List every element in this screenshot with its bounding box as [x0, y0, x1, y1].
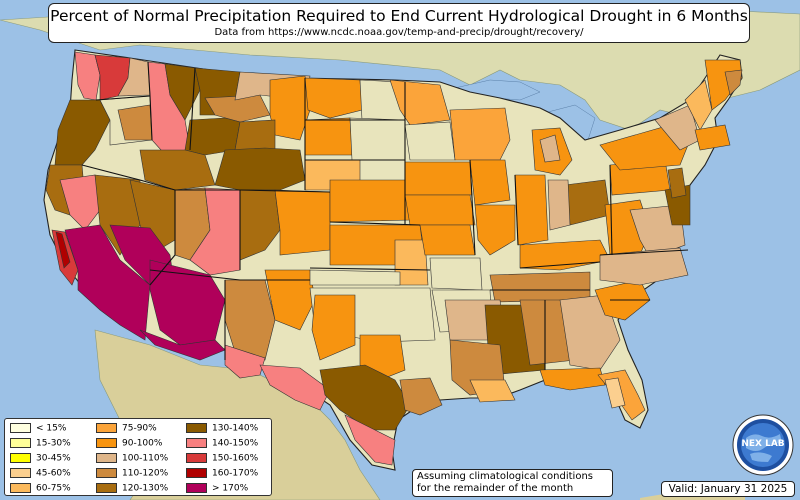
region-ma: [694, 124, 731, 151]
region-nd-west: [304, 77, 363, 119]
region-wa-east: [117, 57, 151, 97]
note-line-1: Assuming climatological conditions: [417, 471, 593, 482]
legend-label: 110-120%: [122, 468, 169, 479]
legend-item: 110-120%: [96, 467, 169, 480]
region-wi: [449, 107, 511, 161]
map-title-box: Percent of Normal Precipitation Required…: [48, 3, 750, 43]
region-mn-south: [404, 121, 456, 161]
region-in: [514, 174, 549, 246]
region-tx-pan: [311, 294, 356, 361]
map-subtitle: Data from https://www.ncdc.noaa.gov/temp…: [214, 27, 584, 38]
legend-swatch: [186, 482, 207, 493]
logo-text: NEX LAB: [741, 439, 784, 449]
legend-swatch: [10, 482, 31, 493]
legend-label: 140-150%: [212, 438, 259, 449]
region-mi-thumb: [539, 134, 561, 163]
note-line-2: for the remainder of the month: [417, 483, 574, 494]
legend-item: 30-45%: [10, 452, 71, 465]
region-mt-east: [269, 75, 311, 141]
legend-swatch: [186, 437, 207, 448]
assumption-note: Assuming climatological conditions for t…: [412, 469, 613, 497]
legend-swatch: [10, 437, 31, 448]
region-la-coast: [469, 379, 516, 403]
region-ia-south: [404, 194, 476, 226]
region-tn: [489, 271, 591, 303]
legend-item: 90-100%: [96, 437, 163, 450]
legend-swatch: [186, 452, 207, 463]
legend-item: 160-170%: [186, 467, 259, 480]
legend-item: 15-30%: [10, 437, 71, 450]
legend-item: 45-60%: [10, 467, 71, 480]
state-borders: [81, 61, 689, 370]
legend-label: 160-170%: [212, 468, 259, 479]
legend-label: 60-75%: [36, 483, 71, 494]
valid-date: Valid: January 31 2025: [661, 481, 795, 497]
region-wy-se: [214, 147, 306, 191]
legend-swatch: [186, 423, 207, 433]
legend-label: < 15%: [36, 423, 67, 434]
region-ks-east: [394, 239, 429, 286]
legend-swatch: [10, 452, 31, 463]
legend-item: 150-160%: [186, 452, 259, 465]
region-tx-east: [399, 377, 443, 416]
region-il-south: [474, 204, 516, 256]
legend-label: 120-130%: [122, 483, 169, 494]
region-tx-west: [259, 364, 331, 411]
legend-item: 130-140%: [186, 423, 258, 435]
region-id-south: [139, 149, 216, 191]
legend-item: > 170%: [186, 482, 249, 495]
region-me-east: [724, 69, 743, 96]
region-ne-east: [329, 179, 411, 223]
legend-item: 120-130%: [96, 482, 169, 495]
region-tx-cent: [319, 364, 411, 431]
region-fl-north: [539, 367, 606, 391]
legend-item: 140-150%: [186, 437, 259, 450]
region-ca-sierra: [64, 224, 151, 341]
legend-swatch: [96, 467, 117, 478]
region-sd-east: [349, 117, 406, 161]
region-ca-shasta: [59, 174, 101, 231]
legend-label: 45-60%: [36, 468, 71, 479]
legend-label: 90-100%: [122, 438, 163, 449]
map-title: Percent of Normal Precipitation Required…: [50, 7, 748, 25]
legend-item: 60-75%: [10, 482, 71, 495]
legend-item: 100-110%: [96, 452, 169, 465]
region-co-east: [274, 189, 331, 256]
legend-label: 130-140%: [212, 423, 259, 434]
region-mo-north: [419, 224, 476, 256]
legend-label: 150-160%: [212, 453, 259, 464]
legend: < 15% 15-30% 30-45% 45-60% 60-75% 75-90% 90-10…: [4, 418, 272, 496]
region-il-north: [469, 159, 511, 206]
legend-swatch: [96, 437, 117, 448]
legend-label: 30-45%: [36, 453, 71, 464]
region-oh-ne: [547, 179, 571, 231]
legend-swatch: [96, 482, 117, 493]
legend-swatch: [186, 467, 207, 478]
legend-label: 75-90%: [122, 423, 157, 434]
region-nj: [667, 167, 687, 199]
region-nm-south: [224, 344, 266, 379]
region-fl-west: [604, 377, 626, 409]
region-mo-south: [429, 257, 483, 291]
legend-label: 100-110%: [122, 453, 169, 464]
region-ok-pan: [309, 269, 401, 286]
nexlab-globe-logo: NEX LAB: [732, 414, 794, 476]
region-nm-east: [264, 269, 316, 331]
region-ia-north: [404, 161, 473, 196]
legend-label: 15-30%: [36, 438, 71, 449]
legend-swatch: [10, 467, 31, 478]
legend-item: < 15%: [10, 423, 66, 435]
region-sd-west: [304, 117, 353, 156]
legend-swatch: [96, 452, 117, 463]
region-ny: [599, 124, 691, 171]
region-tx-south: [344, 414, 396, 466]
region-nc: [599, 247, 689, 286]
legend-swatch: [10, 423, 31, 433]
region-ca-coast-red: [55, 231, 71, 269]
legend-swatch: [96, 423, 117, 433]
legend-label: > 170%: [212, 483, 249, 494]
legend-item: 75-90%: [96, 423, 157, 435]
